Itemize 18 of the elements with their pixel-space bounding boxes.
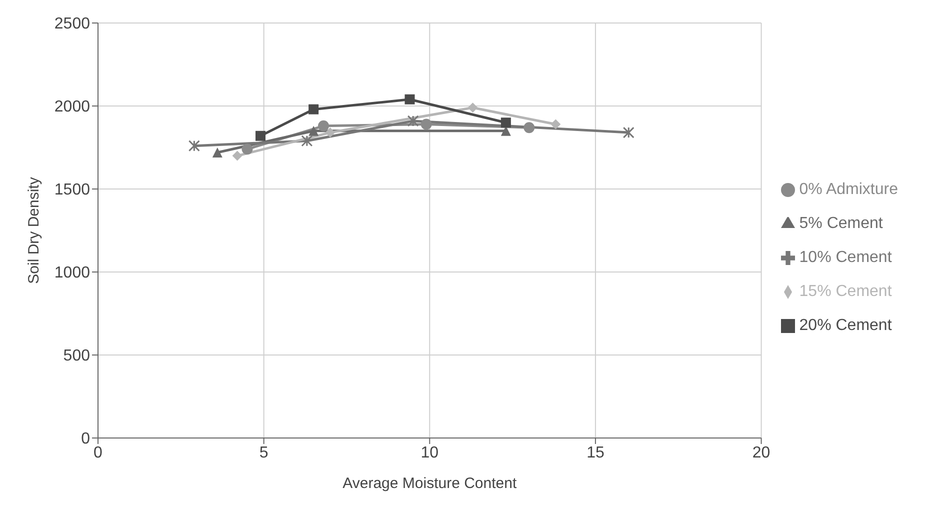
x-tick-label: 10 [420, 444, 439, 462]
y-tick-label: 0 [81, 430, 90, 448]
legend-label: 5% Cement [799, 215, 883, 232]
legend-label: 10% Cement [799, 249, 892, 266]
legend-label: 15% Cement [799, 283, 892, 300]
y-tick-label: 500 [63, 348, 90, 365]
x-axis-title: Average Moisture Content [342, 475, 518, 492]
legend-label: 0% Admixture [799, 181, 898, 198]
y-tick-label: 2000 [54, 98, 90, 116]
x-tick-label: 0 [94, 444, 103, 462]
y-tick-label: 2500 [54, 16, 90, 33]
y-tick-label: 1000 [54, 264, 90, 282]
legend-label: 20% Cement [799, 317, 892, 334]
x-tick-label: 20 [752, 444, 770, 462]
y-tick-label: 1500 [54, 182, 90, 199]
x-tick-label: 15 [586, 444, 604, 462]
y-axis-title: Soil Dry Density [25, 176, 42, 284]
x-tick-label: 5 [259, 444, 268, 462]
